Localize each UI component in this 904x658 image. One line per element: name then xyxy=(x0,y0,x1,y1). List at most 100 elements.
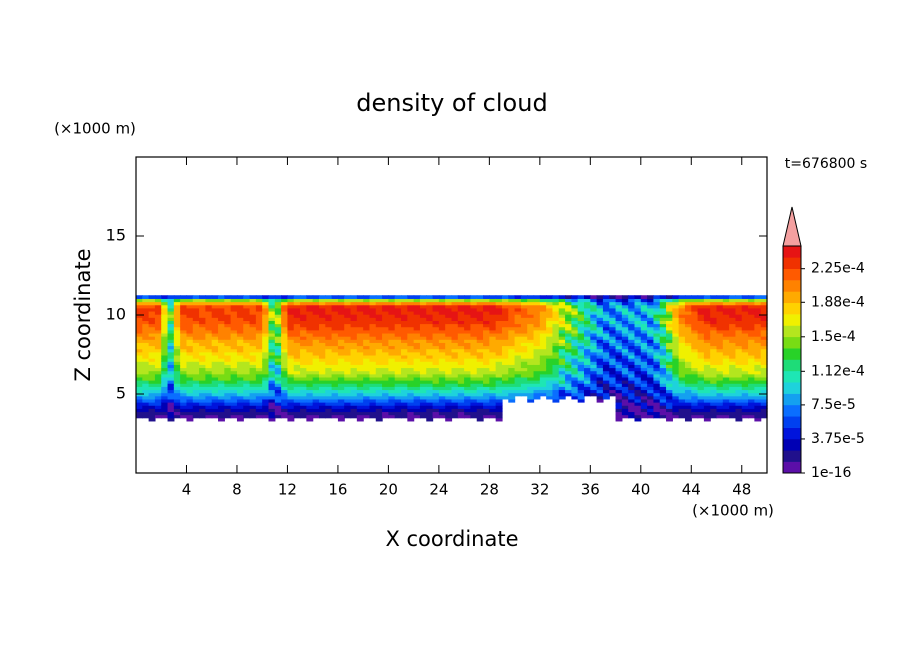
contour-cell xyxy=(356,314,364,318)
contour-cell xyxy=(703,358,711,362)
contour-cell xyxy=(464,395,472,400)
contour-cell xyxy=(224,304,232,309)
contour-cell xyxy=(602,395,610,400)
contour-cell xyxy=(148,323,156,328)
contour-cell xyxy=(489,326,497,331)
contour-cell xyxy=(710,405,718,409)
contour-cell xyxy=(268,345,276,350)
contour-cell xyxy=(249,373,257,378)
contour-cell xyxy=(533,307,541,312)
contour-cell xyxy=(325,358,333,362)
contour-cell xyxy=(483,364,490,369)
contour-cell xyxy=(186,405,194,409)
contour-cell xyxy=(255,323,263,328)
contour-cell xyxy=(148,370,156,375)
contour-cell xyxy=(577,358,585,362)
contour-cell xyxy=(148,389,156,394)
contour-cell xyxy=(413,376,421,381)
contour-cell xyxy=(722,373,730,378)
contour-cell xyxy=(419,323,427,328)
contour-cell xyxy=(508,398,516,403)
contour-cell xyxy=(495,414,503,419)
contour-cell xyxy=(205,295,213,299)
contour-cell xyxy=(186,307,194,312)
contour-cell xyxy=(287,392,295,397)
contour-cell xyxy=(729,336,737,340)
contour-cell xyxy=(173,326,181,331)
contour-cell xyxy=(666,301,673,306)
contour-cell xyxy=(621,332,629,337)
contour-cell xyxy=(716,307,724,312)
contour-cell xyxy=(697,310,705,315)
contour-cell xyxy=(426,310,434,315)
contour-cell xyxy=(375,317,383,321)
contour-cell xyxy=(457,310,465,315)
contour-cell xyxy=(419,398,427,403)
contour-cell xyxy=(464,301,472,306)
contour-cell xyxy=(628,301,636,306)
contour-cell xyxy=(173,298,181,303)
contour-cell xyxy=(205,386,213,391)
contour-cell xyxy=(230,373,238,378)
contour-cell xyxy=(539,361,547,365)
contour-cell xyxy=(312,298,320,303)
contour-cell xyxy=(741,310,749,315)
contour-cell xyxy=(148,417,156,422)
contour-cell xyxy=(312,354,320,359)
contour-cell xyxy=(154,386,162,391)
contour-cell xyxy=(268,329,276,334)
contour-cell xyxy=(710,345,718,350)
contour-cell xyxy=(539,386,547,391)
contour-cell xyxy=(514,376,522,381)
contour-cell xyxy=(584,354,591,359)
contour-cell xyxy=(716,345,724,350)
contour-cell xyxy=(161,411,169,416)
contour-cell xyxy=(722,389,730,394)
contour-cell xyxy=(445,402,453,406)
contour-cell xyxy=(249,348,257,353)
contour-cell xyxy=(394,329,402,334)
contour-cell xyxy=(262,317,270,321)
contour-cell xyxy=(306,373,314,378)
contour-cell xyxy=(653,339,661,343)
contour-cell xyxy=(666,417,673,422)
contour-cell xyxy=(432,364,440,369)
contour-cell xyxy=(154,392,162,397)
contour-cell xyxy=(312,304,320,309)
contour-cell xyxy=(703,354,711,359)
contour-cell xyxy=(672,336,680,340)
contour-cell xyxy=(438,351,446,356)
contour-cell xyxy=(577,370,585,375)
contour-cell xyxy=(527,358,535,362)
contour-cell xyxy=(527,392,535,397)
contour-cell xyxy=(407,332,415,337)
contour-cell xyxy=(401,358,408,362)
contour-cell xyxy=(318,354,326,359)
contour-cell xyxy=(533,295,541,299)
contour-cell xyxy=(735,332,743,337)
contour-cell xyxy=(470,348,478,353)
contour-cell xyxy=(729,411,737,416)
contour-cell xyxy=(142,295,150,299)
contour-cell xyxy=(167,298,175,303)
contour-cell xyxy=(192,370,200,375)
contour-cell xyxy=(615,304,623,309)
contour-cell xyxy=(413,402,421,406)
contour-cell xyxy=(489,307,497,312)
contour-cell xyxy=(735,345,743,350)
contour-cell xyxy=(508,395,516,400)
contour-cell xyxy=(136,329,143,334)
contour-cell xyxy=(325,317,333,321)
contour-cell xyxy=(470,320,478,325)
contour-cell xyxy=(451,336,459,340)
contour-cell xyxy=(722,414,730,419)
contour-cell xyxy=(741,402,749,406)
contour-cell xyxy=(621,370,629,375)
contour-cell xyxy=(426,339,434,343)
contour-cell xyxy=(546,380,554,384)
contour-cell xyxy=(262,408,270,413)
contour-cell xyxy=(672,398,680,403)
contour-cell xyxy=(401,414,408,419)
contour-cell xyxy=(697,398,705,403)
contour-cell xyxy=(388,320,396,325)
